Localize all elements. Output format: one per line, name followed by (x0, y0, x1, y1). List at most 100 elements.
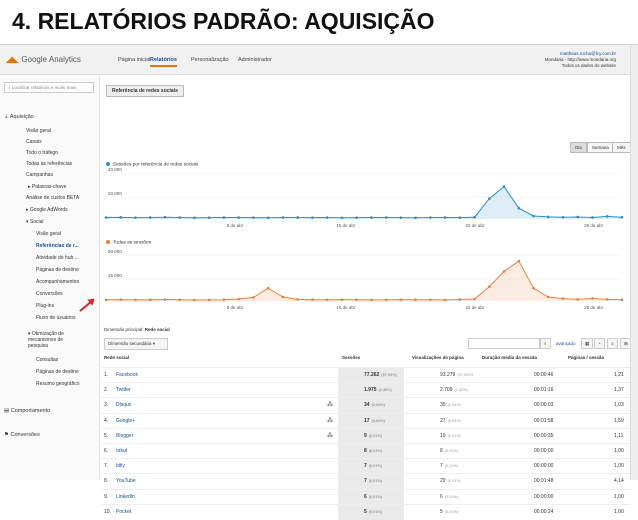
advanced-link[interactable]: avançado (556, 341, 576, 346)
report-tab[interactable]: Referência de redes sociais (106, 85, 184, 97)
c1-point[interactable] (458, 216, 462, 219)
c1-point[interactable] (266, 216, 270, 220)
c2-point[interactable] (178, 298, 182, 302)
c1-point[interactable] (443, 216, 447, 219)
column-header-pageviews[interactable]: Visualizações de página (412, 355, 464, 360)
c1-point[interactable] (340, 216, 344, 220)
c2-point[interactable] (296, 298, 299, 301)
sidebar-item-geo-summary[interactable]: Resumo geográfico (36, 381, 80, 387)
c2-point[interactable] (605, 298, 609, 301)
sidebar-item-conversions[interactable]: Conversões (36, 291, 63, 297)
view-pie-button[interactable]: ◔ (594, 338, 605, 349)
table-row[interactable]: 9. LinkedIn 6 (0,01%) 6 (0,01%) 00:00:00 1,00 (102, 488, 630, 505)
c2-point[interactable] (119, 298, 123, 301)
c2-point[interactable] (473, 297, 476, 301)
c2-point[interactable] (340, 298, 344, 301)
c1-point[interactable] (502, 185, 506, 188)
c1-point[interactable] (429, 216, 432, 219)
c2-point[interactable] (532, 286, 535, 290)
network-link[interactable]: orkut (116, 448, 128, 454)
c1-point[interactable] (163, 215, 167, 219)
sidebar-item-seo[interactable]: ▾ Otimização de mecanismos de pesquisa (28, 331, 64, 349)
c1-point[interactable] (355, 216, 358, 219)
sidebar-item-keywords[interactable]: ▸ Palavras-chave (28, 184, 67, 190)
c1-point[interactable] (104, 216, 108, 219)
network-link[interactable]: Disqus (116, 402, 132, 409)
sidebar-section-behavior[interactable]: ▤ Comportamento (4, 408, 50, 414)
view-bar-button[interactable]: ≡ (607, 338, 618, 349)
c2-point[interactable] (281, 295, 285, 299)
c1-point[interactable] (414, 216, 417, 220)
c2-point[interactable] (193, 298, 196, 302)
c1-point[interactable] (384, 216, 388, 219)
network-link[interactable]: Google+ (116, 417, 136, 424)
c2-point[interactable] (134, 298, 137, 302)
c1-point[interactable] (311, 216, 314, 219)
sidebar-item-adwords[interactable]: ▸ Google AdWords (26, 207, 68, 213)
c1-point[interactable] (605, 215, 609, 218)
c1-point[interactable] (488, 197, 491, 200)
c1-point[interactable] (370, 216, 373, 219)
sidebar-item-users-flow[interactable]: Fluxo de usuários (36, 315, 76, 321)
network-link[interactable]: Facebook (116, 372, 138, 378)
c1-point[interactable] (591, 216, 594, 219)
c1-point[interactable] (222, 216, 226, 219)
c2-point[interactable] (576, 298, 580, 301)
c2-point[interactable] (488, 285, 491, 288)
c1-point[interactable] (178, 216, 182, 219)
c2-point[interactable] (266, 286, 270, 290)
c2-point[interactable] (311, 298, 314, 302)
c1-point[interactable] (296, 216, 299, 219)
sidebar-item-all-referrals[interactable]: Todas as referências (26, 161, 73, 167)
sidebar-section-conversions[interactable]: ⚑ Conversões (4, 432, 40, 438)
c1-point[interactable] (325, 216, 329, 219)
nav-customization[interactable]: Personalização (191, 57, 229, 63)
c2-point[interactable] (148, 298, 152, 302)
c1-point[interactable] (252, 216, 255, 219)
c2-point[interactable] (370, 298, 373, 302)
c2-point[interactable] (458, 298, 462, 301)
c1-point[interactable] (399, 216, 403, 219)
hub-activity-icon[interactable]: ⁂ (327, 402, 333, 409)
c2-point[interactable] (591, 297, 594, 300)
hub-activity-icon[interactable]: ⁂ (327, 417, 333, 424)
column-header-pages-session[interactable]: Páginas / sessão (568, 355, 605, 360)
network-link[interactable]: bitly (116, 463, 125, 470)
sidebar-item-all-traffic[interactable]: Todo o tráfego (26, 150, 58, 156)
c1-point[interactable] (119, 216, 123, 219)
table-row[interactable]: 5. Blogger ⁂ 9 (0,01%) 10 (0,01%) 00:00:35 1,11 (102, 427, 630, 444)
c2-point[interactable] (517, 259, 521, 263)
table-row[interactable]: 4. Google+ ⁂ 17 (0,02%) 27 (0,03%) 00:01:58 1,59 (102, 412, 630, 429)
table-row[interactable]: 6. orkut 8 (0,01%) 8 (0,01%) 00:00:00 1,00 (102, 443, 630, 459)
sidebar-item-campaigns[interactable]: Campanhas (26, 172, 53, 178)
sidebar-item-cost-analysis[interactable]: Análise de custos BETA (26, 195, 80, 201)
c1-point[interactable] (561, 215, 565, 219)
table-search-input[interactable] (468, 338, 540, 349)
sidebar-section-acquisition[interactable]: ⇣ Aquisição (4, 114, 34, 120)
c1-point[interactable] (473, 215, 476, 219)
c2-point[interactable] (443, 298, 447, 302)
brand-logo[interactable]: ◢◣ Google Analytics (6, 55, 81, 64)
c2-point[interactable] (429, 298, 432, 302)
sidebar-item-trackbacks[interactable]: Acompanhamentos (36, 279, 80, 285)
sidebar-item-social-referrals[interactable]: Referências de r... (36, 243, 79, 249)
table-row[interactable]: 3. Disqus ⁂ 34 (0,04%) 35 (0,04%) 00:00:03 1,03 (102, 397, 630, 414)
network-link[interactable]: LinkedIn (116, 493, 135, 500)
nav-reports[interactable]: Relatórios (150, 57, 177, 67)
scrollbar[interactable] (630, 45, 638, 480)
c2-point[interactable] (252, 296, 255, 299)
table-row[interactable]: 2. Twitter 1.975 (2,48%) 2.709 (2,82%) 00:01:1… (102, 382, 630, 399)
c2-point[interactable] (399, 298, 403, 301)
sidebar-item-channels[interactable]: Canais (26, 139, 42, 145)
c1-point[interactable] (546, 215, 550, 219)
sidebar-item-queries[interactable]: Consultas (36, 357, 59, 363)
secondary-dimension-select[interactable]: Dimensão secundária ▾ (104, 338, 168, 350)
column-header-network[interactable]: Rede social (104, 355, 130, 360)
c2-point[interactable] (325, 298, 329, 302)
c2-point[interactable] (222, 298, 226, 302)
c2-point[interactable] (104, 298, 108, 302)
c2-point[interactable] (414, 298, 417, 302)
column-header-duration[interactable]: Duração média da sessão (482, 355, 538, 360)
sidebar-item-social[interactable]: ▾ Social (26, 219, 44, 225)
search-button[interactable]: ⌕ (540, 338, 551, 349)
